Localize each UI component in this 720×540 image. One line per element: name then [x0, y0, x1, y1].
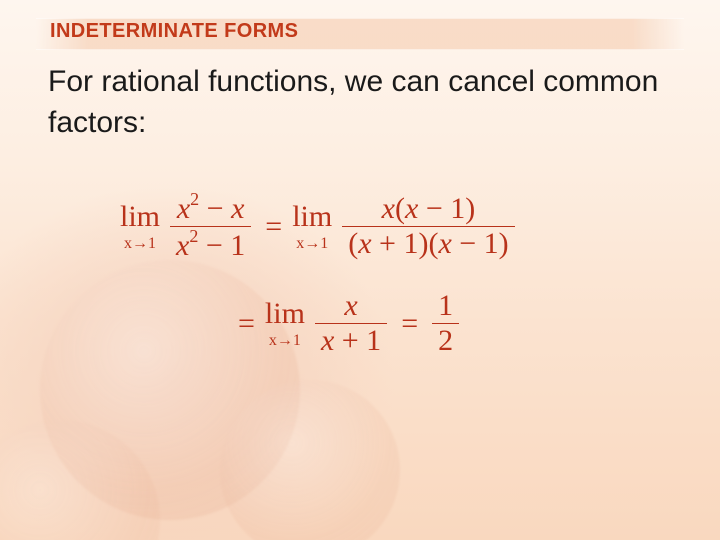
- lim-subscript: x→1: [296, 236, 328, 252]
- lim-label: lim: [265, 299, 305, 329]
- fraction: x(x − 1) (x + 1)(x − 1): [342, 192, 514, 261]
- denominator: 2: [432, 324, 459, 358]
- fraction: x x + 1: [315, 289, 387, 358]
- denominator: x2 − 1: [170, 227, 251, 263]
- limit-operator: lim x→1: [120, 202, 160, 252]
- lim-subscript: x→1: [269, 333, 301, 349]
- lim-subscript: x→1: [124, 236, 156, 252]
- limit-operator: lim x→1: [292, 202, 332, 252]
- denominator: x + 1: [315, 324, 387, 358]
- section-header: INDETERMINATE FORMS: [50, 20, 298, 43]
- limit-operator: lim x→1: [265, 299, 305, 349]
- numerator: x2 − x: [171, 190, 251, 226]
- equation-line-2: = lim x→1 x x + 1 = 1 2: [120, 289, 640, 358]
- denominator: (x + 1)(x − 1): [342, 227, 514, 261]
- numerator: x(x − 1): [376, 192, 482, 226]
- lim-label: lim: [120, 202, 160, 232]
- equation-line-1: lim x→1 x2 − x x2 − 1 = lim x→1 x(x − 1)…: [120, 190, 640, 263]
- fraction: 1 2: [432, 289, 459, 358]
- slide: INDETERMINATE FORMS For rational functio…: [0, 0, 720, 540]
- background-circle: [220, 380, 400, 540]
- numerator: x: [338, 289, 363, 323]
- lim-label: lim: [292, 202, 332, 232]
- math-block: lim x→1 x2 − x x2 − 1 = lim x→1 x(x − 1)…: [120, 190, 640, 384]
- equals-sign: =: [401, 307, 418, 341]
- fraction: x2 − x x2 − 1: [170, 190, 251, 263]
- numerator: 1: [432, 289, 459, 323]
- equals-sign: =: [265, 210, 282, 244]
- equals-sign: =: [238, 307, 255, 341]
- body-text: For rational functions, we can cancel co…: [48, 62, 672, 143]
